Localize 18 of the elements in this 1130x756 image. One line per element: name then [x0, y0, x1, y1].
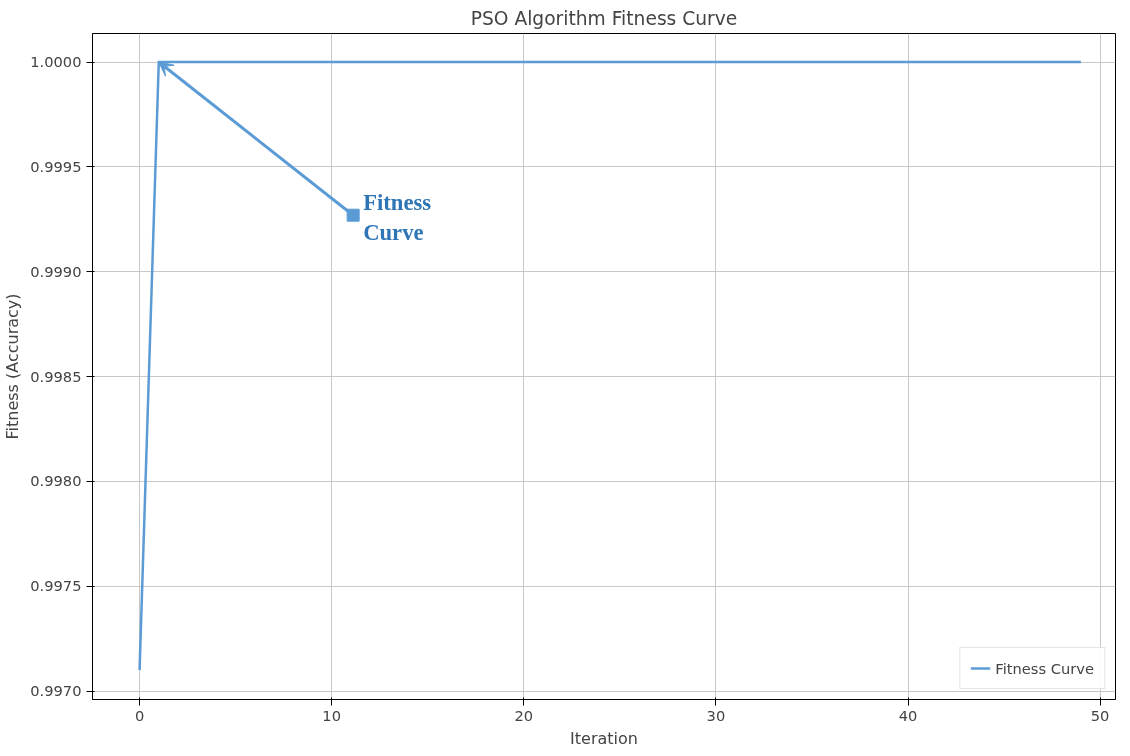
- x-tick-label: 40: [898, 706, 918, 724]
- x-tick-label: 50: [1090, 706, 1110, 724]
- x-tick-label: 10: [322, 706, 342, 724]
- y-tick-label: 0.9985: [30, 367, 82, 385]
- x-tick-label: 20: [514, 706, 534, 724]
- y-tick-label: 0.9970: [30, 682, 82, 700]
- y-tick-label: 0.9990: [30, 262, 82, 280]
- y-tick-label: 0.9995: [30, 157, 82, 175]
- x-axis-title: Iteration: [570, 728, 638, 748]
- chart-title: PSO Algorithm Fitness Curve: [470, 7, 738, 29]
- annotation: Fitness Curve: [363, 190, 432, 246]
- y-tick-label: 0.9980: [30, 472, 82, 490]
- x-tick-label: 30: [706, 706, 726, 724]
- y-tick-label: 0.9975: [30, 577, 82, 595]
- x-tick-label: 0: [134, 706, 145, 724]
- y-axis-title: Fitness (Accuracy): [3, 293, 23, 440]
- y-tick-label: 1.0000: [30, 53, 82, 71]
- legend-label: Fitness Curve: [995, 659, 1094, 677]
